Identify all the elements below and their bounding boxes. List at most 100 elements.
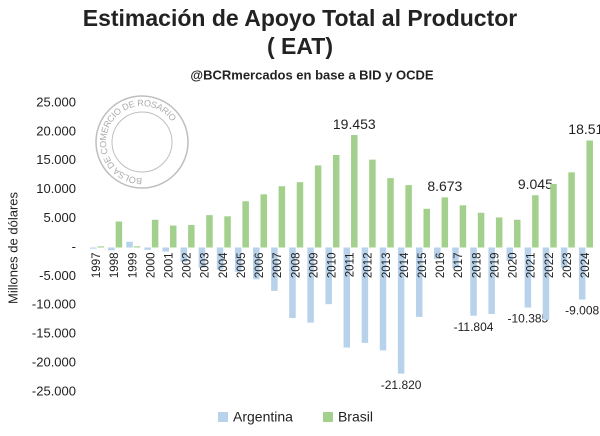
bar xyxy=(506,247,514,261)
bar xyxy=(97,246,105,248)
bar xyxy=(206,215,213,248)
x-tick-label: 2014 xyxy=(399,252,411,278)
y-tick-label: 15.000 xyxy=(36,152,76,167)
bar xyxy=(180,247,188,262)
logo-ring xyxy=(95,95,189,189)
bar xyxy=(278,186,286,248)
legend-swatch xyxy=(218,412,228,422)
x-tick-label: 1999 xyxy=(127,253,139,279)
bar xyxy=(133,246,141,248)
bar xyxy=(514,219,521,248)
bar xyxy=(441,197,449,248)
bar xyxy=(351,135,358,248)
bar xyxy=(325,247,332,305)
bar xyxy=(405,185,412,248)
x-tick-label: 2001 xyxy=(164,253,176,279)
bar xyxy=(415,247,423,317)
legend-swatch xyxy=(322,412,333,422)
bar xyxy=(216,247,224,270)
legend-label: Argentina xyxy=(233,409,293,425)
y-tick-label: 20.000 xyxy=(36,123,76,138)
x-tick-label: 2021 xyxy=(526,253,538,279)
bar xyxy=(144,247,151,250)
bar xyxy=(542,247,550,320)
y-tick-label: 5.000 xyxy=(43,210,76,225)
bar xyxy=(234,247,242,272)
x-tick-label: 2008 xyxy=(290,253,302,279)
x-tick-label: 2016 xyxy=(435,253,447,279)
x-tick-label: 2012 xyxy=(363,253,375,279)
legend-label: Brasil xyxy=(338,409,373,425)
y-tick-label: -20.000 xyxy=(32,355,76,370)
bar xyxy=(397,247,405,374)
data-label: 8.673 xyxy=(427,178,462,194)
bar xyxy=(361,247,369,343)
bar xyxy=(452,247,459,268)
x-tick-label: 2022 xyxy=(544,253,556,279)
logo-text: BOLSA DE COMERCIO DE ROSARIO xyxy=(98,98,178,185)
x-tick-label: 2019 xyxy=(489,253,501,279)
bar xyxy=(260,194,268,248)
bar xyxy=(586,140,593,248)
bar xyxy=(314,165,322,248)
y-tick-label: -5.000 xyxy=(39,268,76,283)
data-label: -11.804 xyxy=(454,320,494,334)
bar xyxy=(253,247,260,280)
bar xyxy=(126,241,133,248)
y-tick-label: -25.000 xyxy=(32,383,76,398)
bar xyxy=(242,201,249,248)
y-tick-label: -10.000 xyxy=(32,297,76,312)
x-tick-label: 2010 xyxy=(326,253,338,279)
bar xyxy=(224,216,231,248)
bar xyxy=(470,247,477,316)
bar xyxy=(568,172,575,248)
data-label: 18.513 xyxy=(568,121,600,137)
bar xyxy=(434,247,441,260)
data-label: -9.008 xyxy=(565,304,599,318)
x-tick-label: 1997 xyxy=(91,253,103,279)
chart-subtitle: @BCRmercados en base a BID y OCDE xyxy=(190,67,433,82)
x-tick-label: 2013 xyxy=(381,253,393,279)
x-tick-label: 1998 xyxy=(109,253,121,279)
bar xyxy=(578,247,586,300)
bar xyxy=(198,247,206,268)
x-tick-label: 2018 xyxy=(471,253,483,279)
data-label: -21.820 xyxy=(381,378,422,392)
bar xyxy=(560,247,568,268)
bar xyxy=(459,205,467,248)
x-tick-label: 2011 xyxy=(345,253,357,278)
bar xyxy=(423,208,430,248)
x-tick-label: 2003 xyxy=(200,253,212,279)
x-tick-label: 2024 xyxy=(580,252,592,278)
y-axis-label: Millones de dólares xyxy=(5,192,20,305)
data-label: 9.045 xyxy=(518,176,553,192)
bar xyxy=(343,247,351,348)
logo-ring xyxy=(111,111,173,173)
x-tick-label: 2005 xyxy=(236,253,248,279)
bar xyxy=(532,195,539,248)
bar xyxy=(488,247,495,314)
bar xyxy=(550,183,557,248)
bar xyxy=(387,178,394,248)
x-tick-label: 2006 xyxy=(254,253,266,279)
bar xyxy=(271,247,278,291)
y-tick-label: 25.000 xyxy=(36,94,76,109)
x-tick-label: 2002 xyxy=(182,253,194,279)
data-label: 19.453 xyxy=(333,116,376,132)
bar xyxy=(296,182,304,248)
bar xyxy=(151,219,159,248)
bar xyxy=(169,225,177,248)
bar xyxy=(495,217,503,248)
bar xyxy=(379,247,387,351)
x-tick-label: 2015 xyxy=(417,253,429,279)
x-tick-label: 2017 xyxy=(453,253,465,279)
x-tick-label: 2004 xyxy=(218,252,230,278)
bar xyxy=(369,159,376,248)
x-tick-label: 2020 xyxy=(508,253,520,279)
data-label: -10.385 xyxy=(508,312,549,326)
logo-text: BOLSA DE COMERCIO DE ROSARIO xyxy=(98,98,178,185)
x-tick-label: 2009 xyxy=(308,253,320,279)
x-tick-label: 2023 xyxy=(562,253,574,279)
logo: BOLSA DE COMERCIO DE ROSARIO xyxy=(95,95,189,189)
